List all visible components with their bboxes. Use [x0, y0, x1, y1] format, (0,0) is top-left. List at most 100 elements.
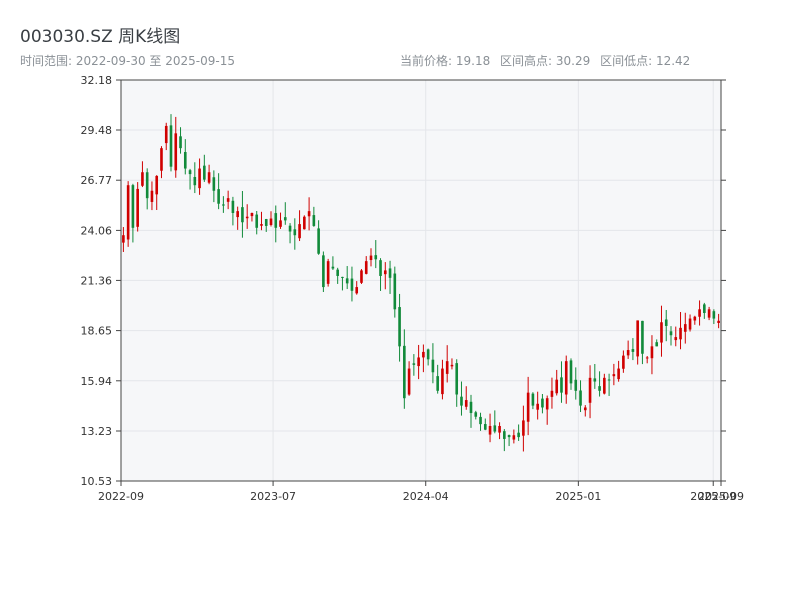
candle: [512, 429, 516, 444]
candle: [169, 114, 173, 172]
candle: [160, 146, 163, 179]
candle: [636, 320, 639, 365]
candle-body: [169, 125, 173, 167]
candle-body: [445, 361, 449, 374]
candle: [274, 205, 278, 243]
y-tick-label: 13.23: [81, 425, 113, 438]
candle-body: [236, 211, 239, 218]
candle-body: [164, 125, 168, 144]
candle: [626, 340, 630, 359]
candle: [288, 223, 292, 244]
candle-body: [531, 393, 535, 406]
candle: [212, 170, 216, 203]
candle-body: [398, 307, 401, 347]
candle-body: [317, 228, 320, 254]
candle-body: [222, 204, 225, 206]
candle: [241, 191, 244, 238]
candle: [498, 422, 501, 440]
y-tick-label: 21.36: [81, 274, 113, 287]
candle: [645, 355, 649, 364]
candle: [255, 210, 259, 235]
candle-body: [607, 379, 611, 381]
candle-body: [507, 435, 511, 438]
candle-body: [503, 431, 506, 439]
candle: [483, 418, 487, 431]
candle: [279, 212, 282, 229]
y-tick-label: 26.77: [81, 174, 113, 187]
candle-body: [269, 218, 273, 225]
candle-body: [283, 217, 287, 221]
candle: [450, 358, 454, 370]
candle-body: [545, 398, 549, 410]
x-axis: 2022-09 2023-07 2024-04 2025-01 2025-092025-…: [98, 481, 744, 503]
candle: [136, 182, 139, 232]
candle-body: [155, 175, 159, 195]
candle: [141, 161, 144, 188]
candle: [193, 162, 197, 194]
y-tick-label: 24.06: [81, 224, 113, 237]
candle: [403, 329, 406, 409]
candle-body: [145, 172, 149, 199]
candle: [350, 266, 354, 302]
candle: [488, 413, 492, 443]
candle-body: [536, 403, 539, 410]
candle-body: [141, 172, 144, 186]
candle-body: [341, 276, 344, 278]
candle: [564, 355, 568, 404]
candle-body: [388, 268, 392, 278]
candle: [693, 315, 697, 325]
candle: [579, 380, 582, 413]
candle-body: [436, 376, 439, 391]
candle: [541, 393, 544, 414]
candle: [507, 434, 511, 447]
candle-body: [369, 255, 373, 261]
candle: [583, 405, 587, 417]
y-tick-label: 29.48: [81, 124, 113, 137]
range-high: 区间高点: 30.29: [500, 54, 591, 68]
candle-body: [460, 396, 463, 406]
candle: [188, 168, 192, 190]
candle-body: [136, 188, 139, 227]
candle-body: [498, 425, 501, 433]
candle-body: [479, 416, 482, 425]
candle-body: [455, 363, 459, 395]
candle: [698, 300, 701, 326]
candle: [412, 354, 416, 376]
x-tick-label: 2023-07: [250, 490, 296, 503]
candle-body: [407, 368, 411, 395]
candle-body: [412, 363, 416, 365]
candle: [336, 267, 339, 284]
candle: [260, 211, 263, 231]
candle-body: [379, 260, 382, 276]
candle-body: [474, 412, 478, 417]
candle: [355, 281, 359, 295]
candle-body: [669, 331, 673, 336]
candle-body: [636, 320, 639, 357]
candle: [217, 173, 220, 210]
y-tick-label: 32.18: [81, 74, 113, 87]
candle: [179, 127, 182, 154]
candle-body: [674, 337, 678, 341]
candle-body: [464, 400, 468, 407]
candle: [479, 412, 482, 431]
candle: [298, 210, 301, 242]
candle: [631, 338, 635, 361]
candle: [431, 343, 435, 384]
candle: [407, 361, 411, 396]
candle-body: [250, 212, 254, 217]
candle: [360, 269, 363, 284]
candle-body: [483, 424, 487, 430]
candle: [660, 305, 663, 357]
candle: [417, 344, 420, 380]
candle-body: [645, 357, 649, 359]
candle: [207, 164, 211, 185]
candle: [664, 309, 668, 342]
candle: [174, 116, 178, 178]
candles: [122, 114, 720, 452]
candle: [598, 371, 601, 397]
candle-body: [469, 401, 473, 414]
candle-body: [307, 211, 311, 217]
candle: [622, 350, 625, 373]
candle-body: [260, 224, 263, 226]
candle-body: [174, 133, 178, 171]
